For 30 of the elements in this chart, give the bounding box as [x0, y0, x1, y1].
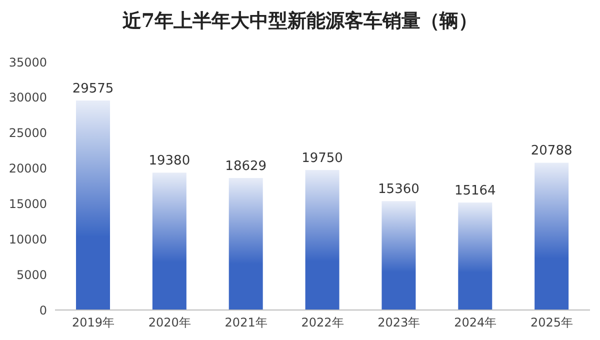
x-tick-label: 2024年: [454, 316, 497, 330]
bar: [382, 201, 416, 310]
data-label: 15360: [378, 182, 420, 198]
y-tick-label: 5000: [16, 268, 47, 282]
y-tick-label: 25000: [8, 126, 47, 140]
data-label: 29575: [72, 81, 114, 96]
data-label: 18629: [225, 159, 267, 174]
bar: [76, 100, 110, 310]
bar: [228, 178, 263, 310]
x-tick-label: 2020年: [148, 316, 191, 330]
y-tick-label: 20000: [8, 162, 47, 176]
y-tick-label: 10000: [8, 232, 47, 246]
data-label: 15164: [454, 184, 496, 199]
chart-title: 近7年上半年大中型新能源客车销量（辆）: [121, 9, 479, 34]
data-label: 19750: [302, 151, 343, 166]
x-tick-label: 2021年: [224, 316, 268, 330]
y-tick-label: 30000: [8, 90, 47, 105]
bar: [305, 170, 340, 310]
x-tick-label: 2023年: [378, 316, 420, 330]
x-tick-label: 2025年: [530, 316, 574, 330]
data-label: 19380: [148, 154, 190, 169]
bar: [152, 172, 186, 310]
data-label: 20788: [530, 144, 572, 159]
x-tick-label: 2022年: [301, 316, 344, 330]
bar: [458, 202, 492, 310]
x-tick-label: 2019年: [72, 316, 114, 330]
y-tick-label: 0: [39, 303, 47, 318]
bar: [534, 162, 569, 310]
y-tick-label: 15000: [8, 196, 47, 211]
y-tick-label: 35000: [8, 55, 47, 70]
